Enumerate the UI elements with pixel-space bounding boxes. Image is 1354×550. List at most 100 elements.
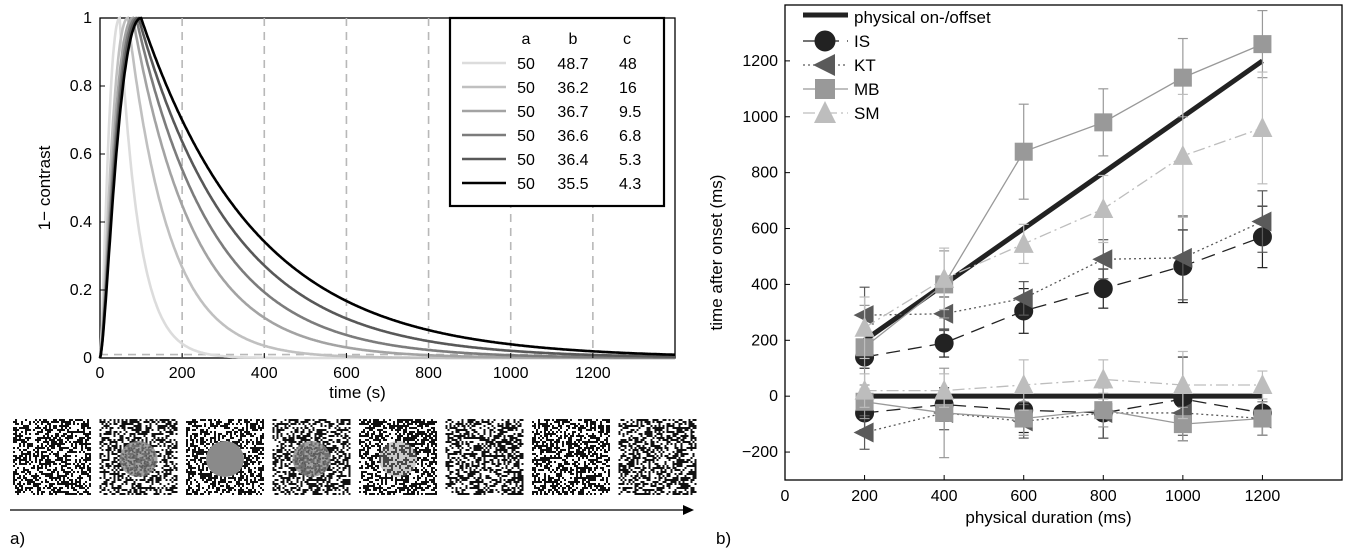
x-tick-label: 1000 (493, 365, 529, 382)
legend-header-b: b (569, 31, 578, 48)
panel-b-label: b) (716, 529, 731, 548)
y-tick-label: 1200 (742, 53, 778, 70)
sm-offset-line (864, 378, 1263, 392)
stimulus-frame-5 (359, 419, 437, 495)
noise-pattern (359, 419, 437, 495)
legend-cell-c: 16 (619, 80, 637, 97)
kt-onset-point (1092, 249, 1113, 270)
sm-offset-point (934, 379, 955, 400)
stimulus-frame-3 (186, 419, 264, 495)
sm-onset-point (1252, 116, 1273, 137)
legend-cell-c: 6.8 (619, 128, 641, 145)
stimulus-frame-2 (99, 419, 178, 495)
legend-label-1: IS (854, 32, 870, 51)
mb-offset-point (935, 403, 954, 422)
legend-marker-is (814, 30, 836, 52)
curve-6 (98, 16, 675, 359)
stimulus-frame-7 (532, 419, 610, 495)
x-tick-label: 400 (931, 488, 958, 505)
mb-offset-line (864, 401, 1263, 425)
kt-onset-line (864, 220, 1263, 316)
sm-onset-point (854, 316, 875, 337)
mb-offset-point (1094, 401, 1113, 420)
legend-cell-a: 50 (517, 104, 535, 121)
noise-pattern (532, 419, 610, 495)
kt-onset-point (853, 305, 874, 326)
stimulus-frames (13, 419, 697, 495)
legend-label-4: SM (854, 104, 880, 123)
panel-b-legend: physical on-/offset IS KT MB SM (803, 8, 991, 123)
legend-cell-a: 50 (517, 176, 535, 193)
x-tick-label: 400 (251, 365, 278, 382)
x-tick-label: 600 (333, 365, 360, 382)
sm-offset-point (854, 379, 875, 400)
legend-label-3: MB (854, 80, 880, 99)
curve-5 (98, 16, 675, 359)
stimulus-frame-8 (618, 419, 697, 495)
panel-b-series (853, 9, 1273, 459)
legend-cell-a: 50 (517, 56, 535, 73)
time-arrow (10, 505, 694, 515)
x-tick-label: 200 (169, 365, 196, 382)
noise-pattern (99, 419, 178, 495)
noise-pattern (13, 419, 91, 495)
panel-b-x-axis-label: physical duration (ms) (965, 508, 1131, 527)
legend-header-a: a (522, 31, 531, 48)
mb-offset-point (1173, 415, 1192, 434)
legend-cell-b: 36.6 (557, 128, 588, 145)
mb-onset-point (1253, 35, 1272, 54)
y-tick-label: 400 (751, 276, 778, 293)
y-tick-label: 1 (83, 10, 92, 27)
panel-a-legend: a b c 50 48.7 48 50 36.2 16 50 36.7 9.5 50 36.6 6.8 50 3… (448, 16, 666, 208)
kt-onset-point (1012, 288, 1033, 309)
y-tick-label: 0.8 (70, 78, 92, 95)
reference-onset-line (863, 58, 1264, 343)
panel-b-y-axis-label: time after onset (ms) (707, 175, 726, 331)
panel-b-chart: 0 200 400 600 800 1000 1200 −200 0 200 400 600 800 10… (707, 4, 1343, 548)
panel-a-chart: 0 200 400 600 800 1000 1200 0 0.2 0.4 0.6 0.8 1 a b c 5… (10, 10, 697, 548)
legend-marker-mb (815, 79, 835, 99)
mb-onset-line (864, 43, 1263, 348)
legend-cell-c: 4.3 (619, 176, 641, 193)
panel-b-ticks: 0 200 400 600 800 1000 1200 −200 0 200 400 600 800 10… (742, 53, 1280, 505)
legend-header-c: c (623, 31, 631, 48)
legend-cell-c: 9.5 (619, 104, 641, 121)
legend-cell-c: 48 (619, 56, 637, 73)
stimulus-frame-1 (13, 419, 91, 495)
legend-marker-sm (814, 101, 836, 123)
y-tick-label: 200 (751, 332, 778, 349)
target-disc (206, 441, 244, 477)
disc-noise (122, 442, 157, 477)
sm-onset-line (864, 127, 1263, 329)
y-tick-label: 0 (83, 350, 92, 367)
sm-onset-point (934, 267, 955, 288)
mb-onset-point (1173, 68, 1192, 87)
is-onset-point (1093, 279, 1113, 299)
noise-pattern (618, 419, 697, 495)
legend-cell-b: 36.2 (557, 80, 588, 97)
x-tick-label: 0 (96, 365, 105, 382)
x-tick-label: 600 (1010, 488, 1037, 505)
x-tick-label: 800 (1090, 488, 1117, 505)
x-tick-label: 1200 (1245, 488, 1281, 505)
panel-b-plot-frame (784, 4, 1343, 481)
y-tick-label: 1000 (742, 109, 778, 126)
series-kt (853, 190, 1272, 450)
legend-cell-b: 36.4 (557, 152, 588, 169)
legend-cell-b: 36.7 (557, 104, 588, 121)
x-tick-label: 0 (781, 488, 790, 505)
x-tick-label: 200 (851, 488, 878, 505)
is-onset-line (864, 236, 1263, 358)
is-onset-point (934, 333, 954, 353)
target-disc (379, 441, 417, 477)
x-tick-label: 800 (415, 365, 442, 382)
legend-cell-a: 50 (517, 152, 535, 169)
sm-offset-point (1252, 374, 1273, 394)
sm-offset-point (1093, 368, 1114, 389)
series-physical-on-offset (863, 58, 1264, 399)
y-tick-label: 0.2 (70, 282, 92, 299)
y-tick-label: 0.4 (70, 214, 92, 231)
sm-offset-point (1172, 374, 1193, 394)
legend-cell-b: 48.7 (557, 56, 588, 73)
kt-offset-point (853, 422, 874, 443)
